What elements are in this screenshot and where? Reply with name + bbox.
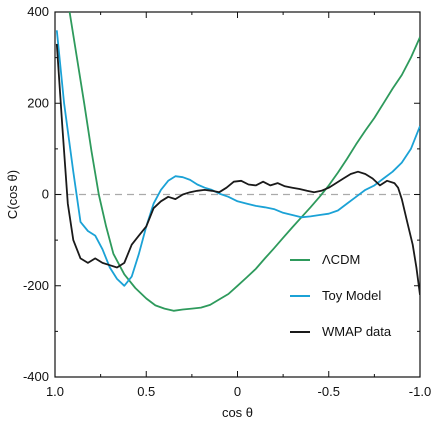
x-axis: 1.0 0.5 0 -0.5 -1.0 xyxy=(46,12,431,399)
y-tick-label: -200 xyxy=(23,278,49,293)
x-tick-label: 0 xyxy=(234,384,241,399)
legend-label-2: WMAP data xyxy=(322,324,392,339)
x-tick-label: -0.5 xyxy=(318,384,340,399)
legend-label-1: Toy Model xyxy=(322,288,381,303)
y-tick-label: 0 xyxy=(42,187,49,202)
y-tick-label: -400 xyxy=(23,369,49,384)
series-layer xyxy=(55,12,420,312)
series-line-2 xyxy=(55,43,420,296)
series-line-1 xyxy=(55,30,420,287)
y-axis: 400 200 0 -200 -400 xyxy=(23,4,420,384)
legend-label-0: ΛCDM xyxy=(322,252,360,267)
series-line-0 xyxy=(68,12,420,312)
y-axis-title: C(cos θ) xyxy=(5,170,20,219)
y-tick-label: 200 xyxy=(27,95,49,110)
x-axis-title: cos θ xyxy=(222,405,253,420)
x-tick-label: -1.0 xyxy=(409,384,431,399)
x-tick-label: 0.5 xyxy=(137,384,155,399)
legend: ΛCDM Toy Model WMAP data xyxy=(290,252,392,339)
x-tick-label: 1.0 xyxy=(46,384,64,399)
y-tick-label: 400 xyxy=(27,4,49,19)
